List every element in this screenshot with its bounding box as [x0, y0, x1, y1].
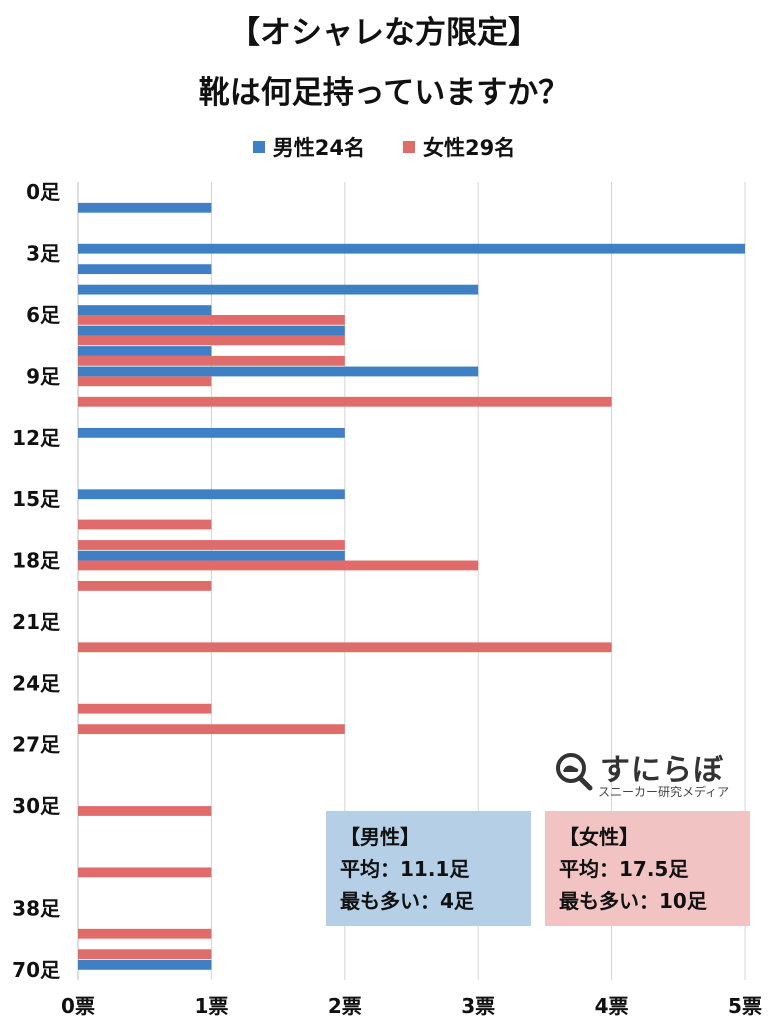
bar-male-6足 — [78, 305, 212, 315]
y-tick-label: 0足 — [26, 180, 61, 204]
legend-swatch-female — [403, 141, 415, 153]
bar-female-50足 — [78, 949, 212, 960]
bar-female-17足 — [78, 540, 345, 550]
bar-female-8足 — [78, 355, 345, 366]
x-tick-label: 5票 — [728, 994, 762, 1018]
y-tick-label: 9足 — [26, 364, 61, 388]
bar-male-4足 — [78, 264, 212, 275]
bar-female-33足 — [78, 867, 212, 878]
magnifier-sneaker-icon — [556, 753, 593, 791]
legend-swatch-male — [252, 141, 265, 153]
male-summary-mode: 最も多い：4足 — [340, 889, 474, 913]
bar-male-1足 — [78, 202, 212, 213]
x-tick-label: 3票 — [461, 994, 495, 1018]
bar-female-45足 — [78, 928, 212, 939]
bar-male-12足 — [78, 427, 345, 438]
bar-male-70足 — [78, 959, 212, 970]
male-summary-box: 【男性】 平均：11.1足 最も多い：4足 — [326, 811, 531, 926]
y-tick-label: 24足 — [12, 671, 61, 695]
bar-female-19足 — [78, 581, 212, 591]
bar-male-5足 — [78, 284, 479, 295]
chart-title-line2: 靴は何足持っていますか？ — [198, 75, 570, 111]
legend-item-female: 女性29名 — [403, 132, 515, 162]
bar-female-18足 — [78, 560, 479, 571]
bar-female-7足 — [78, 335, 345, 346]
legend: 男性24名 女性29名 — [0, 134, 768, 160]
female-summary-average: 平均：17.5足 — [559, 857, 689, 881]
sunilabo-logo: すにらぼ スニーカー研究メディア — [550, 745, 750, 805]
male-summary-heading: 【男性】 — [340, 825, 420, 849]
male-summary-average: 平均：11.1足 — [340, 857, 470, 881]
bar-male-8足 — [78, 346, 212, 356]
legend-label-female: 女性29名 — [423, 136, 516, 160]
y-tick-label: 15足 — [12, 487, 61, 511]
bar-female-25足 — [78, 703, 212, 714]
bar-male-15足 — [78, 489, 345, 500]
bar-male-9足 — [78, 366, 479, 377]
bar-male-7足 — [78, 325, 345, 336]
bar-female-9足 — [78, 376, 212, 387]
logo-name: すにらぼ — [600, 753, 724, 788]
y-tick-label: 27足 — [12, 733, 61, 757]
x-tick-label: 2票 — [328, 994, 362, 1018]
bar-female-6足 — [78, 315, 345, 325]
legend-item-male: 男性24名 — [252, 132, 365, 162]
y-tick-label: 3足 — [26, 242, 61, 266]
female-summary-mode: 最も多い：10足 — [559, 889, 707, 913]
x-tick-label: 4票 — [595, 994, 629, 1018]
x-tick-label: 0票 — [61, 994, 95, 1018]
bar-female-16足 — [78, 519, 212, 530]
y-tick-label: 12足 — [12, 426, 61, 450]
y-tick-label: 21足 — [12, 610, 61, 634]
bar-female-22足 — [78, 642, 612, 653]
y-tick-label: 70足 — [12, 958, 61, 982]
y-tick-label: 18足 — [12, 549, 61, 573]
legend-label-male: 男性24名 — [272, 136, 365, 160]
y-tick-label: 6足 — [26, 303, 61, 327]
bar-male-3足 — [78, 243, 745, 254]
x-tick-label: 1票 — [194, 994, 228, 1018]
y-tick-label: 38足 — [12, 896, 61, 920]
bar-female-10足 — [78, 396, 612, 407]
logo-tagline: スニーカー研究メディア — [598, 785, 730, 799]
female-summary-heading: 【女性】 — [559, 825, 639, 849]
chart-title-line1: 【オシャレな方限定】 — [229, 15, 539, 51]
bar-male-18足 — [78, 550, 345, 561]
y-tick-label: 30足 — [12, 794, 61, 818]
bar-female-30足 — [78, 806, 212, 816]
bar-female-26足 — [78, 724, 345, 735]
female-summary-box: 【女性】 平均：17.5足 最も多い：10足 — [545, 811, 750, 926]
